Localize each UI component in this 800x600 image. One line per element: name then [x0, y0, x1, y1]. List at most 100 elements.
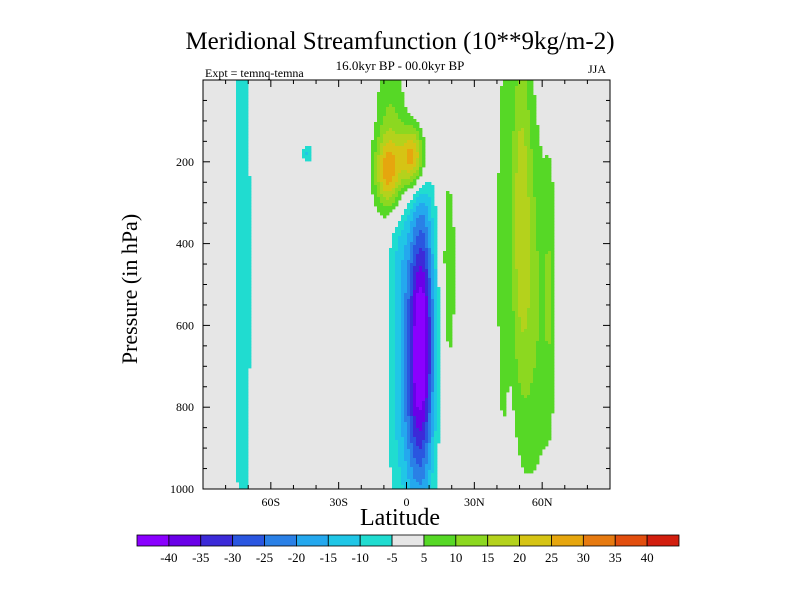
contour-cell — [395, 251, 399, 255]
contour-cell — [395, 416, 399, 420]
contour-cell — [533, 191, 537, 195]
contour-cell — [395, 98, 399, 102]
contour-cell — [413, 407, 417, 411]
contour-cell — [533, 149, 537, 153]
contour-cell — [500, 242, 504, 246]
contour-cell — [536, 452, 540, 456]
contour-cell — [503, 317, 507, 321]
contour-cell — [416, 449, 420, 453]
contour-cell — [542, 212, 546, 216]
contour-cell — [239, 341, 243, 345]
contour-cell — [419, 323, 423, 327]
contour-cell — [434, 263, 438, 267]
contour-cell — [392, 89, 396, 93]
contour-cell — [506, 338, 510, 342]
contour-cell — [392, 296, 396, 300]
contour-cell — [248, 305, 252, 309]
contour-cell — [245, 188, 249, 192]
contour-cell — [401, 107, 405, 111]
contour-cell — [242, 482, 246, 486]
contour-cell — [536, 392, 540, 396]
contour-cell — [500, 317, 504, 321]
contour-cell — [377, 98, 381, 102]
contour-cell — [392, 179, 396, 183]
contour-cell — [392, 440, 396, 444]
contour-cell — [380, 83, 384, 87]
contour-cell — [380, 95, 384, 99]
contour-cell — [515, 251, 519, 255]
contour-cell — [434, 218, 438, 222]
contour-cell — [434, 215, 438, 219]
contour-cell — [410, 137, 414, 141]
contour-cell — [521, 365, 525, 369]
contour-cell — [416, 464, 420, 468]
contour-cell — [239, 299, 243, 303]
contour-cell — [236, 470, 240, 474]
contour-cell — [518, 425, 522, 429]
contour-cell — [452, 290, 456, 294]
contour-cell — [446, 218, 450, 222]
contour-cell — [536, 197, 540, 201]
contour-cell — [530, 344, 534, 348]
contour-cell — [245, 473, 249, 477]
contour-cell — [503, 413, 507, 417]
contour-cell — [524, 395, 528, 399]
contour-cell — [506, 299, 510, 303]
contour-cell — [248, 257, 252, 261]
contour-cell — [371, 146, 375, 150]
contour-cell — [524, 137, 528, 141]
contour-cell — [422, 326, 426, 330]
contour-cell — [245, 209, 249, 213]
contour-cell — [422, 218, 426, 222]
contour-cell — [410, 200, 414, 204]
contour-cell — [410, 365, 414, 369]
contour-cell — [389, 107, 393, 111]
contour-cell — [416, 434, 420, 438]
contour-cell — [242, 293, 246, 297]
contour-cell — [539, 179, 543, 183]
contour-cell — [236, 131, 240, 135]
contour-cell — [545, 311, 549, 315]
contour-cell — [404, 119, 408, 123]
contour-cell — [536, 191, 540, 195]
contour-cell — [509, 176, 513, 180]
contour-cell — [434, 350, 438, 354]
contour-cell — [548, 380, 552, 384]
contour-cell — [386, 110, 390, 114]
contour-cell — [236, 428, 240, 432]
contour-cell — [506, 191, 510, 195]
contour-cell — [392, 455, 396, 459]
contour-cell — [518, 440, 522, 444]
contour-cell — [515, 254, 519, 258]
contour-cell — [404, 347, 408, 351]
contour-cell — [533, 143, 537, 147]
contour-cell — [428, 299, 432, 303]
contour-cell — [410, 470, 414, 474]
contour-cell — [521, 446, 525, 450]
contour-cell — [533, 407, 537, 411]
contour-cell — [536, 125, 540, 129]
contour-cell — [518, 146, 522, 150]
contour-cell — [410, 398, 414, 402]
contour-cell — [413, 275, 417, 279]
contour-cell — [521, 110, 525, 114]
contour-cell — [425, 431, 429, 435]
contour-cell — [395, 140, 399, 144]
contour-cell — [245, 386, 249, 390]
contour-cell — [509, 230, 513, 234]
contour-cell — [395, 311, 399, 315]
contour-cell — [500, 200, 504, 204]
contour-cell — [239, 113, 243, 117]
contour-cell — [248, 239, 252, 243]
contour-cell — [500, 260, 504, 264]
contour-cell — [389, 83, 393, 87]
contour-cell — [395, 452, 399, 456]
contour-cell — [401, 266, 405, 270]
contour-cell — [248, 197, 252, 201]
contour-cell — [389, 281, 393, 285]
contour-cell — [407, 221, 411, 225]
contour-cell — [239, 269, 243, 273]
contour-cell — [521, 182, 525, 186]
contour-cell — [515, 413, 519, 417]
contour-cell — [404, 230, 408, 234]
